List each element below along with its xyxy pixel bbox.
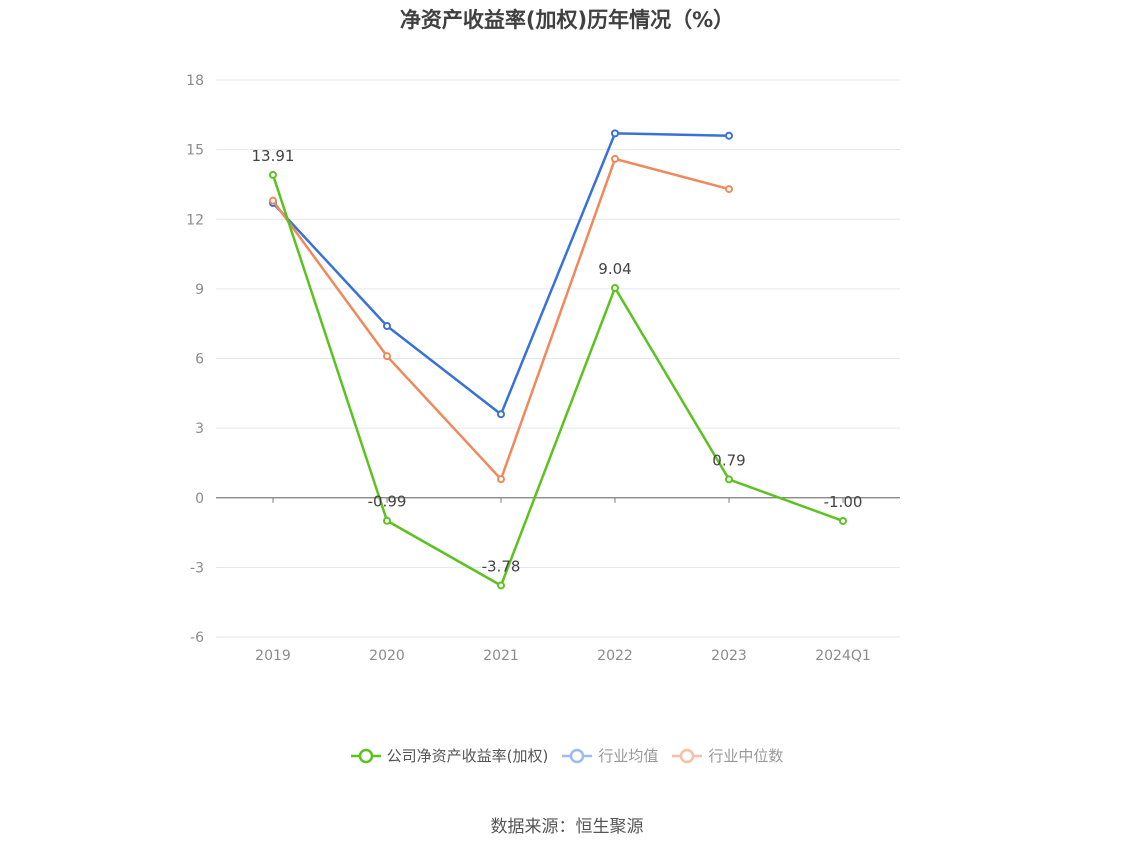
x-tick-label: 2022 — [597, 648, 633, 664]
y-tick-label: 12 — [186, 212, 204, 228]
x-tick-label: 2020 — [369, 648, 405, 664]
legend-label-industry-median: 行业中位数 — [708, 747, 784, 765]
y-tick-label: 6 — [195, 352, 204, 368]
legend-item-company-roe[interactable]: 公司净资产收益率(加权) — [350, 745, 549, 766]
x-tick-label: 2024Q1 — [815, 648, 871, 664]
y-tick-label: -3 — [190, 560, 204, 576]
data-point — [497, 581, 505, 590]
y-tick-label: 18 — [186, 73, 204, 89]
data-point — [383, 322, 391, 331]
x-tick-label: 2021 — [483, 648, 519, 664]
y-tick-label: -6 — [190, 630, 204, 646]
chart-legend: 公司净资产收益率(加权) 行业均值 行业中位数 — [0, 745, 1134, 766]
data-point — [611, 283, 619, 292]
data-label: -1.00 — [824, 493, 863, 511]
legend-label-company-roe: 公司净资产收益率(加权) — [386, 747, 549, 765]
legend-industry-mean-icon — [562, 748, 593, 763]
data-point — [269, 196, 277, 205]
data-point — [839, 516, 847, 525]
data-point — [611, 154, 619, 163]
data-point — [497, 475, 505, 484]
data-label: 0.79 — [712, 451, 745, 469]
legend-item-industry-mean[interactable]: 行业均值 — [562, 745, 658, 766]
legend-industry-median-icon — [672, 748, 703, 763]
data-point — [725, 475, 733, 484]
chart-title: 净资产收益率(加权)历年情况（%） — [399, 8, 735, 32]
legend-label-industry-mean: 行业均值 — [598, 747, 659, 765]
data-point — [269, 170, 277, 179]
y-tick-label: 9 — [195, 282, 204, 298]
data-source: 数据来源：恒生聚源 — [490, 817, 644, 837]
series-line — [272, 132, 730, 416]
series-line — [271, 157, 730, 481]
y-tick-label: 0 — [195, 491, 204, 507]
data-label: 9.04 — [598, 260, 631, 278]
data-point — [383, 352, 391, 361]
data-label: -0.99 — [368, 493, 407, 511]
x-tick-label: 2019 — [255, 648, 291, 664]
series-line — [271, 174, 844, 587]
y-tick-label: 15 — [186, 143, 204, 159]
data-point — [611, 129, 619, 138]
y-tick-label: 3 — [195, 421, 204, 437]
data-point — [725, 185, 733, 194]
data-point — [383, 516, 391, 525]
legend-company-roe-icon — [350, 748, 381, 763]
data-point — [725, 131, 733, 140]
data-label: -3.78 — [482, 557, 521, 575]
legend-item-industry-median[interactable]: 行业中位数 — [672, 745, 783, 766]
data-point — [497, 410, 505, 419]
x-tick-label: 2023 — [711, 648, 747, 664]
data-label: 13.91 — [252, 147, 295, 165]
